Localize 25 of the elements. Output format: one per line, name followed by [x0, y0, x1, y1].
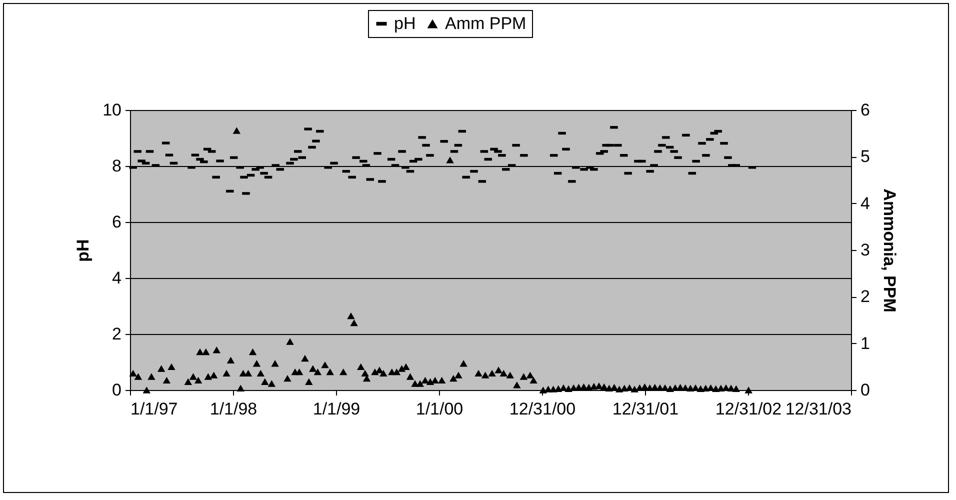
y-tick-label: 0: [112, 380, 122, 400]
y-tick-label: 2: [112, 324, 122, 344]
x-tick-label: 1/1/00: [416, 400, 464, 418]
x-tick-label: 12/31/03: [785, 400, 852, 418]
y2-tick-label: 0: [860, 380, 870, 400]
y2-tick-label: 4: [860, 194, 870, 213]
y2-tick-label: 3: [860, 240, 870, 260]
x-tick-label: 1/1/97: [130, 400, 178, 418]
legend-label: Amm PPM: [445, 14, 526, 33]
legend-label: pH: [394, 14, 416, 33]
y2-tick-label: 5: [860, 147, 870, 166]
x-tick-label: 12/31/02: [715, 400, 782, 418]
x-tick-label: 12/31/00: [509, 400, 576, 418]
x-tick-label: 1/1/98: [210, 400, 258, 418]
y-axis-title: pH: [74, 239, 93, 262]
y2-tick-label: 1: [860, 334, 870, 353]
y2-tick-label: 6: [860, 100, 870, 120]
y2-axis-title: Ammonia, PPM: [880, 188, 899, 312]
x-tick-label: 1/1/99: [312, 400, 360, 418]
y2-tick-label: 2: [860, 287, 870, 306]
y-tick-label: 8: [112, 156, 122, 176]
y-tick-label: 10: [102, 100, 122, 120]
x-tick-label: 12/31/01: [612, 400, 679, 418]
y-tick-label: 4: [112, 268, 122, 288]
y-tick-label: 6: [112, 212, 122, 232]
